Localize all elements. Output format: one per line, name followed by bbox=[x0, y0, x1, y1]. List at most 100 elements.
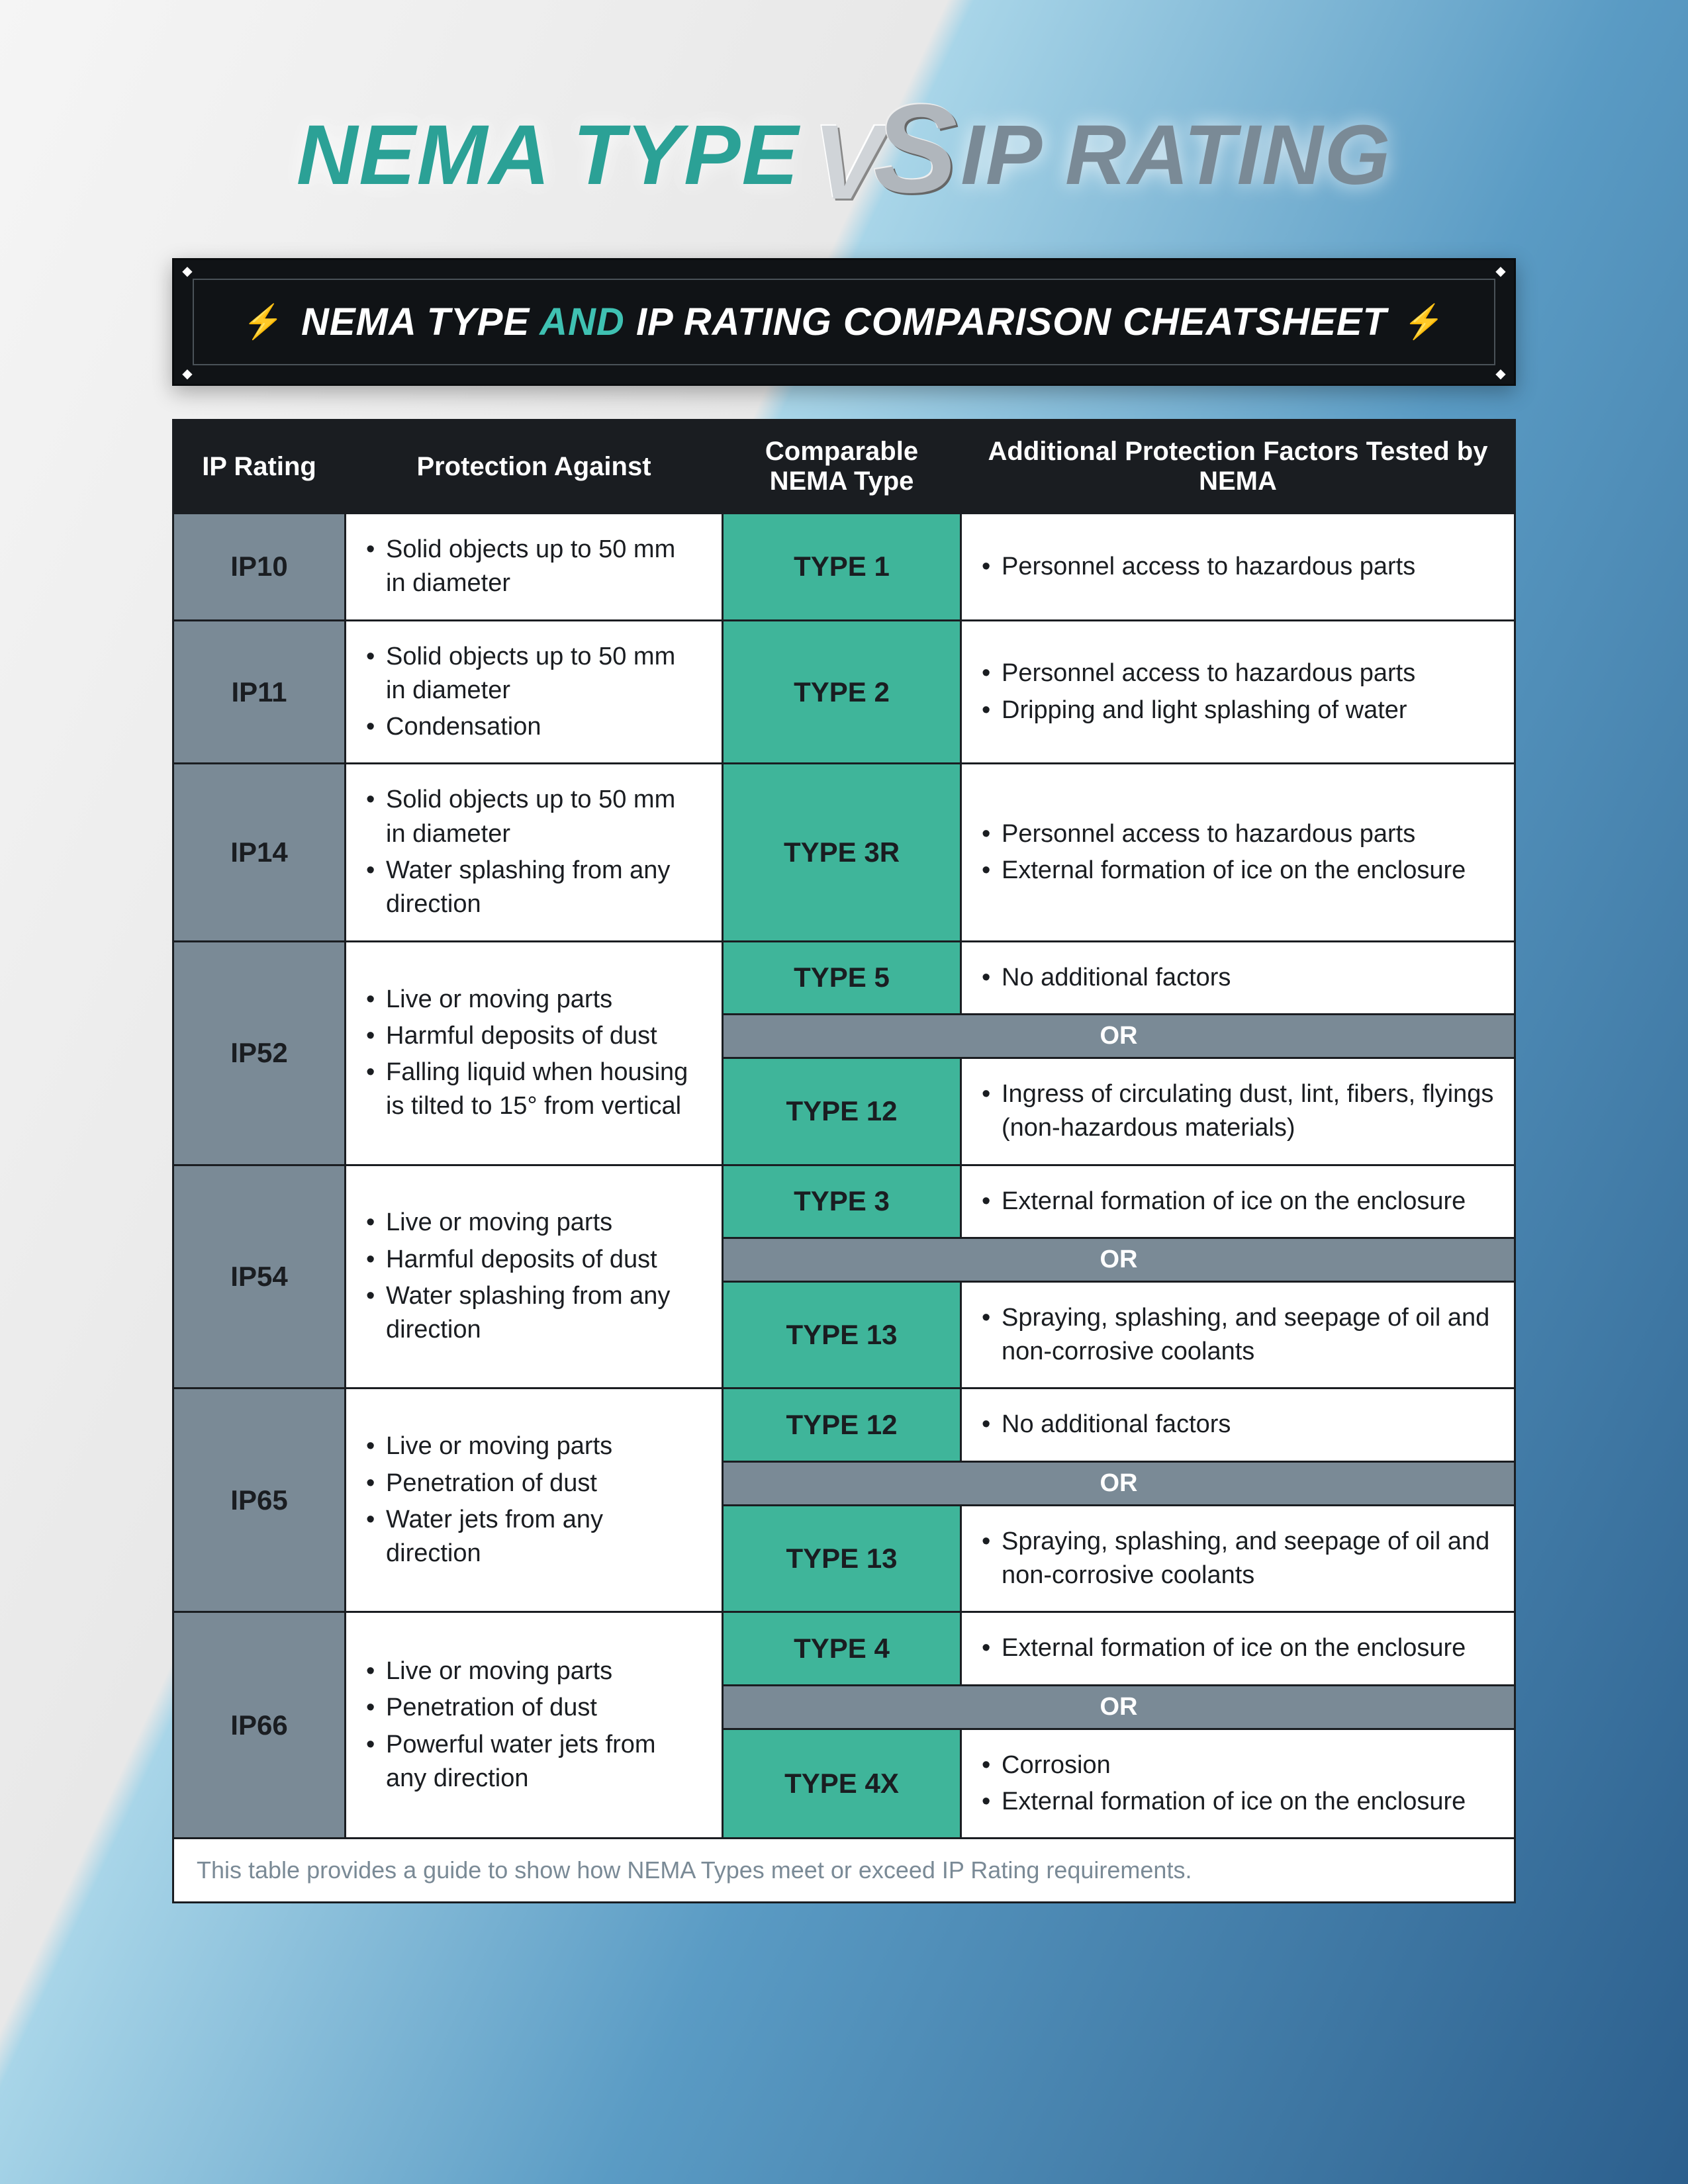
nema-cell: TYPE 4 bbox=[723, 1612, 961, 1685]
nema-cell: TYPE 3R bbox=[723, 764, 961, 941]
additional-cell: Personnel access to hazardous parts Dripp… bbox=[961, 620, 1515, 764]
comparison-table: IP Rating Protection Against Comparable … bbox=[172, 419, 1516, 1839]
protection-cell: Live or moving parts Penetration of dustW… bbox=[346, 1388, 723, 1612]
additional-cell: External formation of ice on the enclosu… bbox=[961, 1165, 1515, 1238]
list-item: External formation of ice on the enclosu… bbox=[982, 1631, 1494, 1665]
nema-cell: TYPE 13 bbox=[723, 1505, 961, 1612]
protection-cell: Solid objects up to 50 mm in diameterWat… bbox=[346, 764, 723, 941]
title-right: IP RATING bbox=[961, 113, 1391, 198]
list-item: External formation of ice on the enclosu… bbox=[982, 854, 1494, 887]
list-item: Condensation bbox=[366, 710, 702, 744]
table-row: IP65 Live or moving partsPenetration of … bbox=[173, 1388, 1515, 1461]
additional-cell: Ingress of circulating dust, lint, fiber… bbox=[961, 1058, 1515, 1165]
header-additional: Additional Protection Factors Tested by … bbox=[961, 420, 1515, 514]
bolt-icon: ⚡ bbox=[1403, 302, 1445, 341]
list-item: External formation of ice on the enclosu… bbox=[982, 1185, 1494, 1218]
ip-cell: IP52 bbox=[173, 941, 346, 1165]
banner-ornament-icon: ◆ bbox=[1494, 264, 1507, 277]
list-item: External formation of ice on the enclosu… bbox=[982, 1785, 1494, 1819]
table-row: IP10 Solid objects up to 50 mm in diamet… bbox=[173, 514, 1515, 621]
banner-post: IP RATING COMPARISON CHEATSHEET bbox=[636, 300, 1387, 343]
additional-cell: No additional factors bbox=[961, 1388, 1515, 1461]
list-item: Harmful deposits of dust bbox=[366, 1243, 702, 1277]
list-item: Penetration of dust bbox=[366, 1691, 702, 1725]
footnote: This table provides a guide to show how … bbox=[172, 1839, 1516, 1903]
list-item: Live or moving parts bbox=[366, 1430, 702, 1463]
banner-inner: ⚡ NEMA TYPE AND IP RATING COMPARISON CHE… bbox=[193, 279, 1495, 365]
or-label: OR bbox=[723, 1461, 1515, 1505]
additional-cell: Personnel access to hazardous partsExter… bbox=[961, 764, 1515, 941]
header-protection: Protection Against bbox=[346, 420, 723, 514]
ip-cell: IP11 bbox=[173, 620, 346, 764]
nema-cell: TYPE 1 bbox=[723, 514, 961, 621]
ip-cell: IP14 bbox=[173, 764, 346, 941]
header-nema: Comparable NEMA Type bbox=[723, 420, 961, 514]
header-ip: IP Rating bbox=[173, 420, 346, 514]
additional-cell: Spraying, splashing, and seepage of oil … bbox=[961, 1505, 1515, 1612]
nema-cell: TYPE 2 bbox=[723, 620, 961, 764]
additional-cell: External formation of ice on the enclosu… bbox=[961, 1612, 1515, 1685]
list-item: Spraying, splashing, and seepage of oil … bbox=[982, 1525, 1494, 1593]
list-item: Corrosion bbox=[982, 1749, 1494, 1782]
additional-cell: CorrosionExternal formation of ice on th… bbox=[961, 1729, 1515, 1839]
nema-cell: TYPE 13 bbox=[723, 1281, 961, 1388]
banner: ◆ ◆ ◆ ◆ ⚡ NEMA TYPE AND IP RATING COMPAR… bbox=[172, 258, 1516, 386]
banner-ornament-icon: ◆ bbox=[1494, 367, 1507, 380]
table-row: IP14 Solid objects up to 50 mm in diamet… bbox=[173, 764, 1515, 941]
list-item: Water jets from any direction bbox=[366, 1503, 702, 1571]
ip-cell: IP54 bbox=[173, 1165, 346, 1388]
table-header-row: IP Rating Protection Against Comparable … bbox=[173, 420, 1515, 514]
bolt-icon: ⚡ bbox=[243, 302, 285, 341]
or-label: OR bbox=[723, 1685, 1515, 1729]
list-item: Solid objects up to 50 mm in diameter bbox=[366, 783, 702, 851]
list-item: Water splashing from any direction bbox=[366, 1279, 702, 1347]
list-item: Falling liquid when housing is tilted to… bbox=[366, 1056, 702, 1124]
additional-cell: Personnel access to hazardous parts bbox=[961, 514, 1515, 621]
page: NEMA TYPE VS IP RATING ◆ ◆ ◆ ◆ ⚡ NEMA TY… bbox=[0, 0, 1688, 2184]
banner-ornament-icon: ◆ bbox=[181, 367, 194, 380]
nema-cell: TYPE 12 bbox=[723, 1388, 961, 1461]
list-item: Live or moving parts bbox=[366, 983, 702, 1017]
list-item: Solid objects up to 50 mm in diameter bbox=[366, 533, 702, 601]
list-item: Penetration of dust bbox=[366, 1467, 702, 1500]
title-left: NEMA TYPE bbox=[297, 113, 800, 198]
list-item: Personnel access to hazardous parts bbox=[982, 817, 1494, 851]
protection-cell: Live or moving partsHarmful deposits of … bbox=[346, 1165, 723, 1388]
nema-cell: TYPE 12 bbox=[723, 1058, 961, 1165]
vs-badge: VS bbox=[813, 93, 947, 218]
list-item: Personnel access to hazardous parts bbox=[982, 550, 1494, 584]
table-row: IP52 Live or moving partsHarmful deposit… bbox=[173, 941, 1515, 1014]
table-row: IP11 Solid objects up to 50 mm in diamet… bbox=[173, 620, 1515, 764]
vs-v: V bbox=[813, 103, 874, 221]
ip-cell: IP65 bbox=[173, 1388, 346, 1612]
nema-cell: TYPE 4X bbox=[723, 1729, 961, 1839]
list-item: Spraying, splashing, and seepage of oil … bbox=[982, 1301, 1494, 1369]
list-item: Powerful water jets from any direction bbox=[366, 1728, 702, 1796]
list-item: Live or moving parts bbox=[366, 1655, 702, 1688]
protection-cell: Live or moving partsPenetration of dustP… bbox=[346, 1612, 723, 1839]
banner-accent: AND bbox=[539, 300, 625, 343]
vs-s: S bbox=[874, 79, 948, 219]
list-item: Ingress of circulating dust, lint, fiber… bbox=[982, 1077, 1494, 1146]
protection-cell: Live or moving partsHarmful deposits of … bbox=[346, 941, 723, 1165]
list-item: Dripping and light splashing of water bbox=[982, 694, 1494, 727]
list-item: Live or moving parts bbox=[366, 1206, 702, 1240]
additional-cell: No additional factors bbox=[961, 941, 1515, 1014]
banner-text: ⚡ NEMA TYPE AND IP RATING COMPARISON CHE… bbox=[220, 300, 1468, 344]
or-label: OR bbox=[723, 1014, 1515, 1058]
nema-cell: TYPE 3 bbox=[723, 1165, 961, 1238]
list-item: Personnel access to hazardous parts bbox=[982, 657, 1494, 690]
list-item: No additional factors bbox=[982, 1408, 1494, 1441]
additional-cell: Spraying, splashing, and seepage of oil … bbox=[961, 1281, 1515, 1388]
or-label: OR bbox=[723, 1238, 1515, 1281]
nema-cell: TYPE 5 bbox=[723, 941, 961, 1014]
list-item: No additional factors bbox=[982, 961, 1494, 995]
main-title: NEMA TYPE VS IP RATING bbox=[172, 93, 1516, 218]
table-row: IP66 Live or moving partsPenetration of … bbox=[173, 1612, 1515, 1685]
protection-cell: Solid objects up to 50 mm in diameterCon… bbox=[346, 620, 723, 764]
list-item: Harmful deposits of dust bbox=[366, 1019, 702, 1053]
ip-cell: IP66 bbox=[173, 1612, 346, 1839]
table-row: IP54 Live or moving partsHarmful deposit… bbox=[173, 1165, 1515, 1238]
ip-cell: IP10 bbox=[173, 514, 346, 621]
list-item: Solid objects up to 50 mm in diameter bbox=[366, 640, 702, 708]
